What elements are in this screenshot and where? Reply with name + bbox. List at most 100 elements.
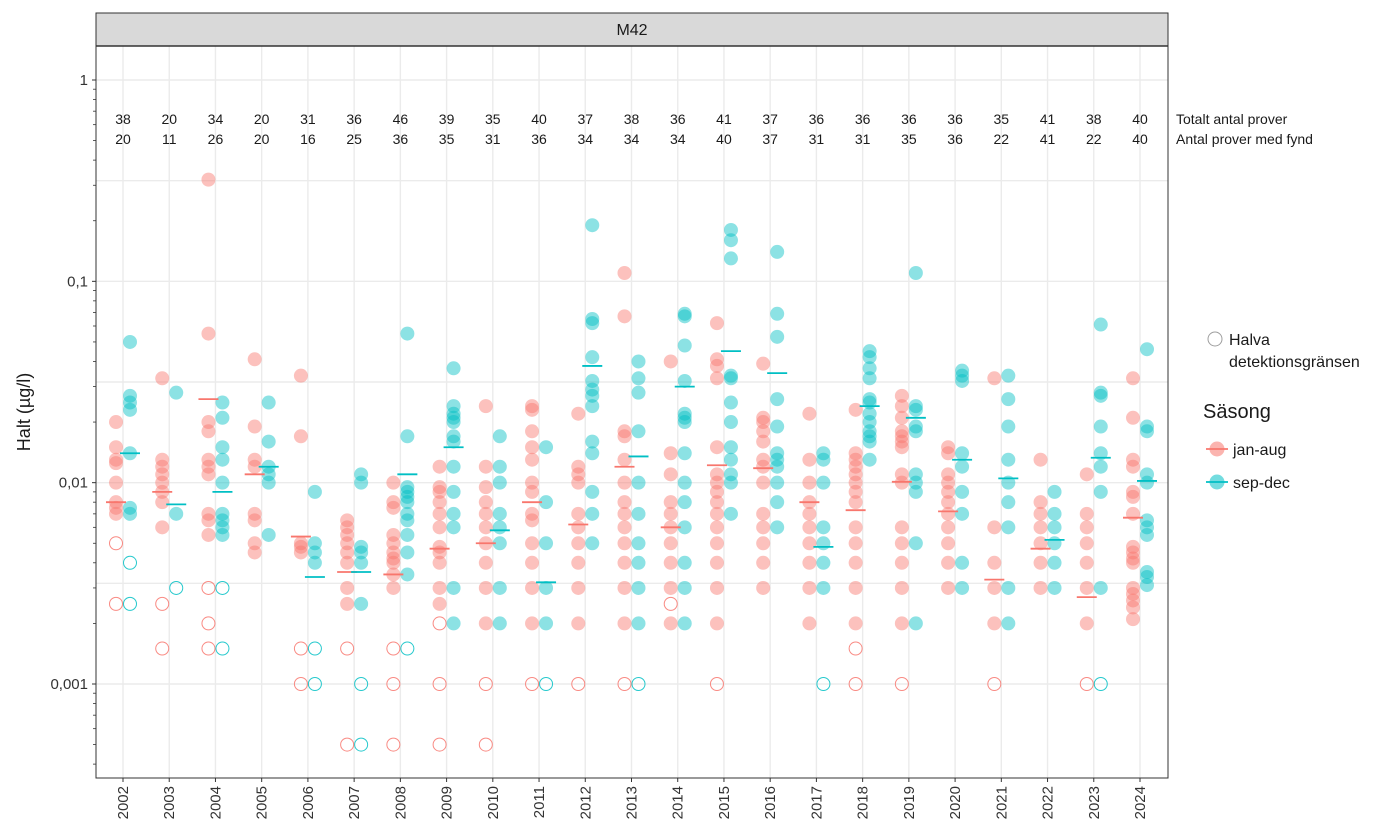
data-point-jan-aug [617, 309, 632, 324]
half-detection-point-jan-aug [201, 616, 216, 631]
data-point-jan-aug [109, 456, 123, 471]
data-point-sep-dec [169, 385, 184, 400]
data-point-jan-aug [386, 527, 401, 542]
data-point-jan-aug [1126, 551, 1140, 566]
data-point-sep-dec [261, 467, 276, 482]
data-point-jan-aug [247, 545, 262, 560]
data-point-jan-aug [756, 536, 771, 551]
data-point-jan-aug [848, 520, 863, 535]
data-point-jan-aug [525, 424, 540, 439]
x-axis: 2002 2003 2004 2005 2006 2007 2008 2009 2010 2011… [115, 778, 1149, 819]
data-point-jan-aug [848, 452, 863, 467]
data-point-sep-dec [723, 440, 738, 455]
data-point-jan-aug [109, 506, 123, 521]
half-detection-point-sep-dec [123, 555, 137, 570]
data-point-sep-dec [400, 506, 415, 521]
data-point-sep-dec [261, 475, 276, 490]
data-point-sep-dec [307, 484, 322, 499]
data-point-sep-dec [354, 467, 369, 482]
data-point-sep-dec [770, 520, 785, 535]
data-point-jan-aug [894, 580, 909, 595]
data-point-sep-dec [677, 415, 692, 430]
data-point-sep-dec [1140, 564, 1154, 579]
half-detection-point-jan-aug [386, 677, 401, 691]
data-point-jan-aug [340, 580, 355, 595]
finding-count: 35 [901, 131, 917, 147]
data-point-jan-aug [293, 429, 308, 444]
half-detection-point-jan-aug [848, 641, 863, 656]
data-point-jan-aug [478, 555, 493, 570]
data-point-jan-aug [432, 596, 447, 611]
data-point-jan-aug [478, 580, 493, 595]
data-point-sep-dec [215, 513, 230, 528]
data-point-jan-aug [802, 580, 817, 595]
data-point-jan-aug [756, 434, 771, 449]
data-point-jan-aug [756, 580, 771, 595]
data-point-jan-aug [1126, 586, 1140, 601]
data-point-sep-dec [215, 410, 230, 425]
data-point-sep-dec [307, 545, 322, 560]
data-point-jan-aug [617, 616, 632, 631]
data-point-sep-dec [1093, 385, 1108, 400]
data-point-jan-aug [201, 513, 216, 528]
data-point-sep-dec [1001, 495, 1016, 510]
data-point-sep-dec [1140, 513, 1154, 528]
data-point-sep-dec [908, 467, 923, 482]
data-point-sep-dec [862, 350, 877, 365]
data-point-sep-dec [215, 395, 230, 410]
data-point-jan-aug [1079, 467, 1094, 482]
half-detection-point-jan-aug [894, 677, 909, 691]
data-point-jan-aug [709, 371, 724, 386]
data-point-sep-dec [446, 580, 461, 595]
data-point-jan-aug [941, 536, 956, 551]
x-tick-label: 2013 [624, 786, 641, 819]
data-point-jan-aug [1126, 371, 1140, 386]
data-point-jan-aug [386, 551, 401, 566]
data-point-sep-dec [770, 244, 785, 259]
data-point-sep-dec [955, 373, 970, 388]
finding-count: 11 [162, 131, 177, 147]
total-count: 36 [670, 111, 686, 127]
data-point-jan-aug [525, 440, 540, 455]
data-point-jan-aug [386, 500, 401, 515]
data-point-sep-dec [631, 536, 646, 551]
data-point-jan-aug [848, 616, 863, 631]
data-point-sep-dec [723, 506, 738, 521]
half-detection-point-sep-dec [1093, 677, 1108, 691]
half-detection-point-sep-dec [215, 641, 230, 656]
data-point-jan-aug [617, 555, 632, 570]
data-points [109, 172, 1154, 752]
x-tick-label: 2007 [346, 786, 363, 819]
data-point-sep-dec [677, 338, 692, 353]
data-point-sep-dec [400, 326, 415, 341]
data-point-jan-aug [571, 475, 586, 490]
data-point-sep-dec [631, 371, 646, 386]
total-count: 36 [346, 111, 362, 127]
data-point-jan-aug [848, 484, 863, 499]
half-detection-point-jan-aug [432, 737, 447, 752]
half-detection-point-jan-aug [432, 677, 447, 691]
data-point-sep-dec [955, 484, 970, 499]
data-point-sep-dec [770, 419, 785, 434]
data-point-jan-aug [478, 616, 493, 631]
data-point-sep-dec [862, 406, 877, 421]
data-point-sep-dec [400, 484, 415, 499]
data-point-jan-aug [894, 410, 909, 425]
data-point-jan-aug [987, 580, 1002, 595]
data-point-jan-aug [478, 459, 493, 474]
data-point-jan-aug [386, 545, 401, 560]
data-point-jan-aug [386, 495, 401, 510]
data-point-jan-aug [1126, 539, 1140, 554]
data-point-jan-aug [571, 506, 586, 521]
data-point-sep-dec [539, 616, 554, 631]
data-point-jan-aug [894, 467, 909, 482]
data-point-jan-aug [1079, 616, 1094, 631]
data-point-jan-aug [293, 368, 308, 383]
data-point-jan-aug [894, 429, 909, 444]
data-point-sep-dec [816, 536, 831, 551]
data-point-sep-dec [1093, 419, 1108, 434]
data-point-jan-aug [756, 356, 771, 371]
data-point-jan-aug [109, 440, 123, 455]
gridlines [96, 46, 1168, 778]
data-point-jan-aug [1126, 555, 1140, 570]
